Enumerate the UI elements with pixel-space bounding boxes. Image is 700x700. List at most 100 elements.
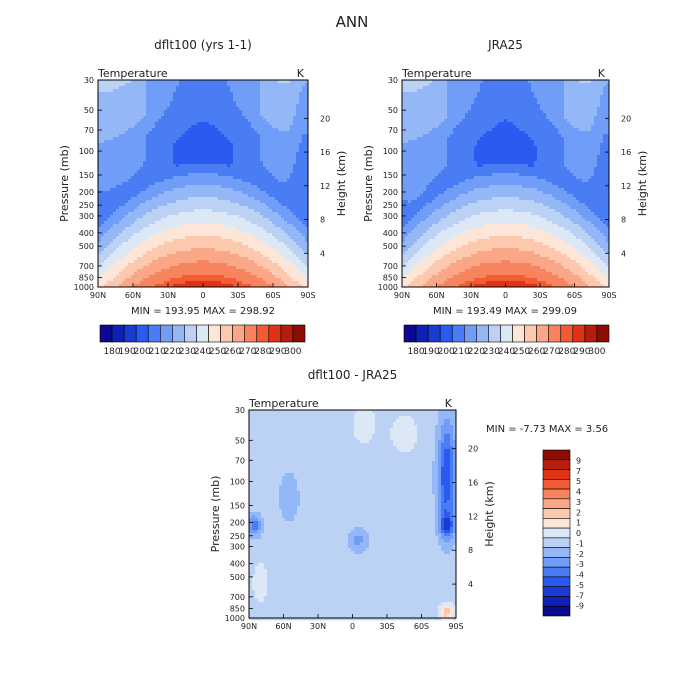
contour-cell <box>260 113 264 117</box>
contour-cell <box>107 191 111 195</box>
contour-cell <box>233 128 237 132</box>
contour-cell <box>191 104 195 108</box>
contour-cell <box>152 110 156 114</box>
contour-cell <box>101 260 105 264</box>
contour-cell <box>164 236 168 240</box>
contour-cell <box>113 233 117 237</box>
contour-cell <box>158 194 162 198</box>
contour-cell <box>134 107 138 111</box>
contour-cell <box>212 155 216 159</box>
contour-cell <box>176 203 180 207</box>
contour-cell <box>275 200 279 204</box>
contour-cell <box>185 116 189 120</box>
contour-cell <box>173 188 177 192</box>
contour-cell <box>134 182 138 186</box>
contour-cell <box>107 197 111 201</box>
contour-cell <box>251 164 255 168</box>
contour-cell <box>206 140 210 144</box>
contour-cell <box>194 107 198 111</box>
contour-cell <box>173 239 177 243</box>
contour-cell <box>158 200 162 204</box>
contour-cell <box>191 95 195 99</box>
contour-cell <box>230 239 234 243</box>
contour-cell <box>221 260 225 264</box>
contour-cell <box>287 188 291 192</box>
contour-cell <box>206 173 210 177</box>
contour-cell <box>272 251 276 255</box>
contour-cell <box>281 191 285 195</box>
contour-cell <box>116 218 120 222</box>
panel-title: dflt100 (yrs 1-1) <box>154 38 252 52</box>
contour-cell <box>302 185 306 189</box>
contour-cell <box>128 245 132 249</box>
contour-cell <box>176 137 180 141</box>
contour-cell <box>299 239 303 243</box>
contour-cell <box>248 104 252 108</box>
contour-cell <box>227 131 231 135</box>
contour-cell <box>266 119 270 123</box>
contour-cell <box>203 242 207 246</box>
contour-cell <box>194 278 198 282</box>
contour-cell <box>119 140 123 144</box>
contour-cell <box>149 104 153 108</box>
contour-cell <box>119 152 123 156</box>
contour-cell <box>293 134 297 138</box>
contour-cell <box>281 206 285 210</box>
contour-cell <box>242 173 246 177</box>
contour-cell <box>227 227 231 231</box>
contour-cell <box>284 215 288 219</box>
contour-cell <box>146 80 150 84</box>
contour-cell <box>164 248 168 252</box>
contour-cell <box>221 149 225 153</box>
contour-cell <box>113 275 117 279</box>
contour-cell <box>122 161 126 165</box>
contour-cell <box>275 212 279 216</box>
contour-cell <box>197 155 201 159</box>
contour-cell <box>149 233 153 237</box>
contour-cell <box>230 83 234 87</box>
contour-cell <box>221 257 225 261</box>
contour-cell <box>143 113 147 117</box>
contour-cell <box>119 83 123 87</box>
contour-cell <box>206 212 210 216</box>
contour-cell <box>263 107 267 111</box>
contour-cell <box>110 263 114 267</box>
contour-cell <box>269 242 273 246</box>
contour-cell <box>296 248 300 252</box>
contour-cell <box>266 188 270 192</box>
contour-cell <box>125 152 129 156</box>
contour-cell <box>200 278 204 282</box>
contour-cell <box>233 239 237 243</box>
contour-cell <box>134 188 138 192</box>
pressure-tick-label: 50 <box>84 106 94 115</box>
contour-cell <box>290 95 294 99</box>
contour-cell <box>290 209 294 213</box>
contour-cell <box>239 269 243 273</box>
contour-cell <box>284 170 288 174</box>
contour-cell <box>179 116 183 120</box>
contour-cell <box>161 86 165 90</box>
contour-cell <box>227 197 231 201</box>
contour-cell <box>98 122 102 126</box>
contour-cell <box>218 137 222 141</box>
contour-cell <box>215 194 219 198</box>
contour-cell <box>179 89 183 93</box>
contour-cell <box>173 212 177 216</box>
contour-cell <box>191 194 195 198</box>
pressure-tick-label: 400 <box>79 229 94 238</box>
contour-cell <box>209 146 213 150</box>
contour-cell <box>179 260 183 264</box>
contour-cell <box>125 254 129 258</box>
contour-cell <box>200 152 204 156</box>
contour-cell <box>278 263 282 267</box>
contour-cell <box>110 239 114 243</box>
contour-cell <box>173 263 177 267</box>
contour-cell <box>149 161 153 165</box>
contour-cell <box>128 227 132 231</box>
contour-cell <box>170 107 174 111</box>
contour-cell <box>278 266 282 270</box>
contour-cell <box>236 158 240 162</box>
contour-cell <box>167 269 171 273</box>
contour-cell <box>227 242 231 246</box>
contour-cell <box>131 248 135 252</box>
